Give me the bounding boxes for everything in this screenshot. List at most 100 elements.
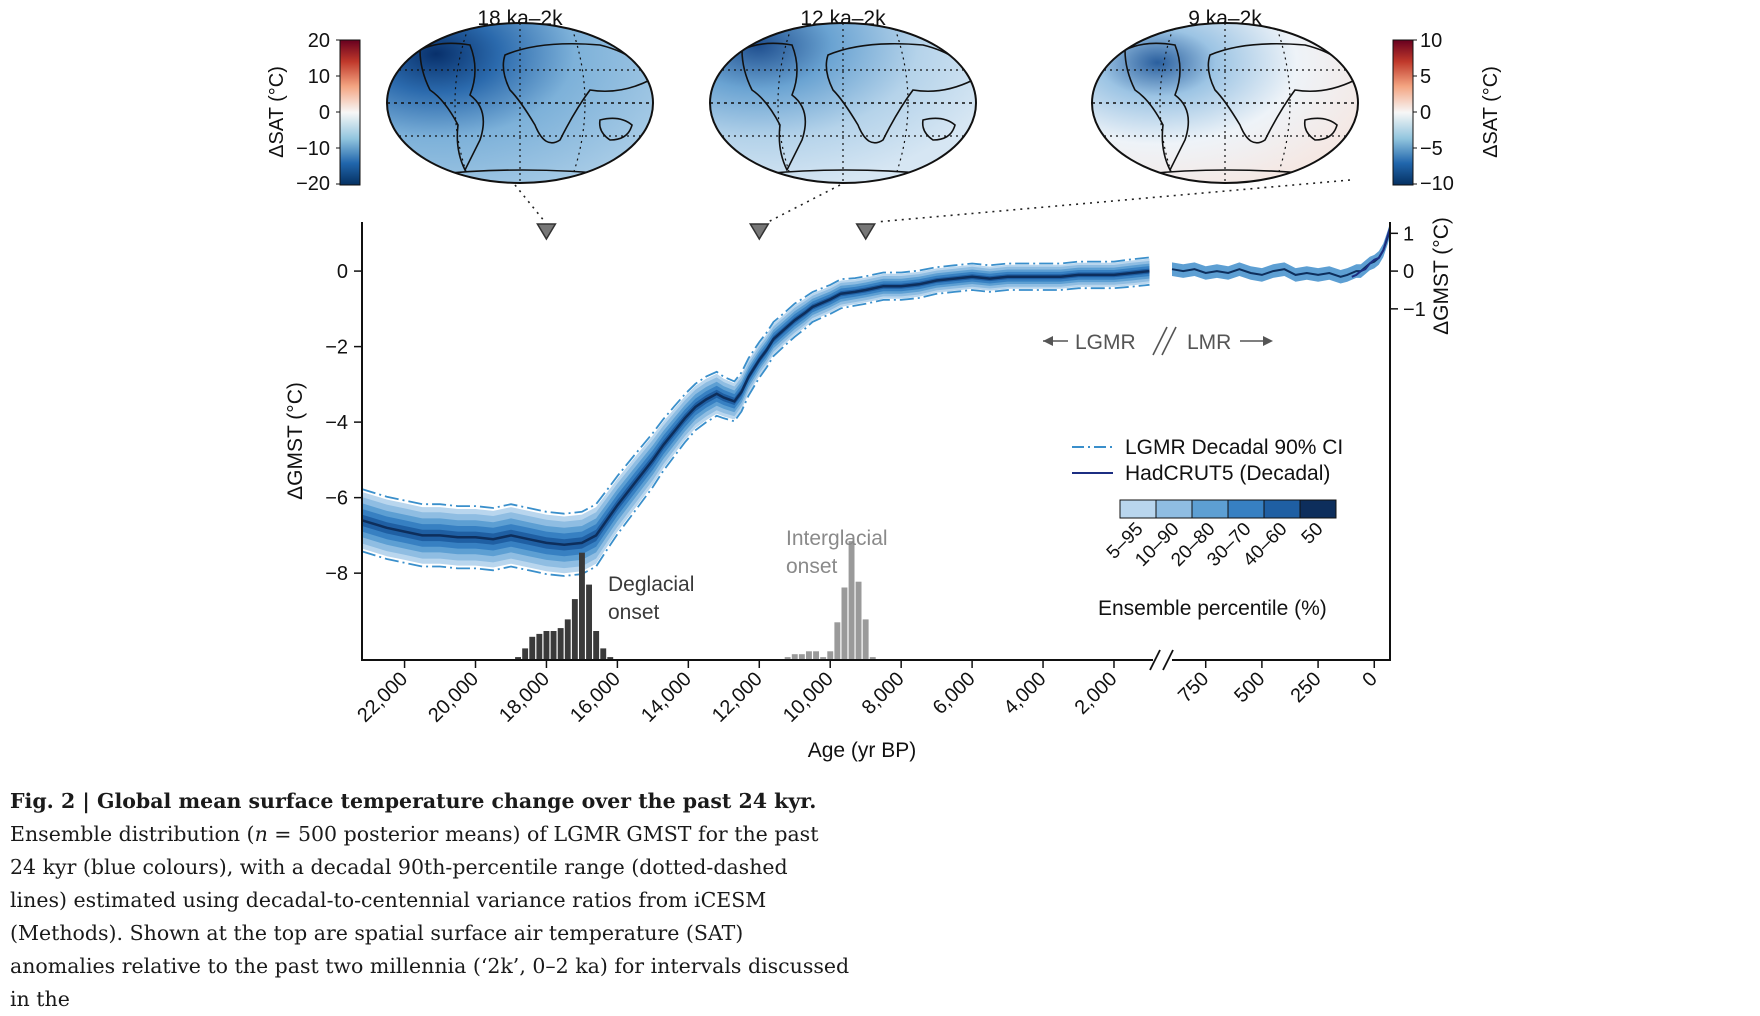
colorbar-left-swatch xyxy=(339,39,361,186)
lmr-series xyxy=(1171,222,1391,284)
x-tick-label: 4,000 xyxy=(1000,668,1051,719)
percentile-swatch xyxy=(1191,499,1229,519)
map-panel-18ka: 18 ka–2k xyxy=(386,7,654,184)
coastline-australia xyxy=(598,117,633,141)
coastline-americas xyxy=(419,42,485,172)
histogram-bar xyxy=(820,657,827,660)
time-marker-triangle xyxy=(536,223,557,241)
x-tick-label: 6,000 xyxy=(929,668,980,719)
y-tick-label: −8 xyxy=(325,563,348,585)
ci-line xyxy=(361,256,1150,515)
lgmr-lmr-divider: LGMR LMR xyxy=(1043,326,1273,356)
lgmr-label: LGMR xyxy=(1075,331,1136,354)
right-y-axis-label: ΔGMST (°C) xyxy=(1430,217,1453,335)
x-tick-label: 18,000 xyxy=(495,668,554,727)
cb-left-tick: 0 xyxy=(319,102,330,124)
histogram-bar xyxy=(862,619,869,660)
plot-axes-frame xyxy=(361,222,1391,661)
onset-histograms xyxy=(515,541,876,660)
percentile-swatch xyxy=(1119,499,1157,519)
percentile-band xyxy=(362,266,1150,557)
histogram-bar xyxy=(522,648,529,660)
histogram-bar xyxy=(593,631,600,660)
x-tick-label: 750 xyxy=(1174,668,1213,707)
deglacial-onset-label-2: onset xyxy=(608,601,660,624)
time-marker-triangle xyxy=(855,223,877,241)
histogram-bar xyxy=(791,654,798,660)
histogram-bar xyxy=(600,648,607,660)
percentile-title: Ensemble percentile (%) xyxy=(1098,597,1327,620)
legend-ci-label: LGMR Decadal 90% CI xyxy=(1125,436,1343,459)
right-y-tick-label: 0 xyxy=(1403,261,1414,283)
histogram-bar xyxy=(869,657,876,660)
right-y-tick-label: −1 xyxy=(1403,299,1426,321)
legend: LGMR Decadal 90% CI HadCRUT5 (Decadal) 5… xyxy=(1072,436,1343,620)
right-y-tick-label: 1 xyxy=(1403,223,1414,245)
x-tick-label: 500 xyxy=(1230,668,1269,707)
deglacial-onset-label: Deglacial xyxy=(608,573,694,596)
y-tick-label: −2 xyxy=(325,337,348,359)
x-tick-label: 12,000 xyxy=(708,668,767,727)
x-tick-label: 14,000 xyxy=(637,668,696,727)
map-time-markers xyxy=(536,223,877,241)
percentile-swatch xyxy=(1227,499,1265,519)
y-tick-label: −6 xyxy=(325,488,348,510)
interglacial-onset-label-2: onset xyxy=(786,555,838,578)
percentile-label: 50 xyxy=(1298,519,1328,549)
histogram-bar xyxy=(841,587,848,660)
percentile-swatch xyxy=(1155,499,1193,519)
y-axis-label: ΔGMST (°C) xyxy=(284,382,307,500)
x-axis-ticks: 22,000 20,000 18,000 16,000 14,000 12,000 10,0… xyxy=(353,660,1382,727)
histogram-bar xyxy=(806,651,812,660)
cb-left-tick: 10 xyxy=(308,66,330,88)
histogram-bar xyxy=(798,654,805,660)
colorbar-right: 10 5 0 −5 −10 ΔSAT (°C) xyxy=(1392,30,1502,195)
x-tick-label: 22,000 xyxy=(353,668,412,727)
lmr-label: LMR xyxy=(1187,331,1231,354)
ensemble-bands xyxy=(361,256,1150,577)
histogram-bar xyxy=(848,541,855,660)
interglacial-onset-label: Interglacial xyxy=(786,527,888,550)
coastline-africa-eurasia xyxy=(502,43,652,144)
caption-left-text: Ensemble distribution (n = 500 posterior… xyxy=(10,822,850,1011)
histogram-bar xyxy=(855,581,862,660)
histogram-bar xyxy=(571,599,578,660)
x-tick-label: 0 xyxy=(1358,668,1381,691)
x-tick-label: 20,000 xyxy=(424,668,483,727)
median-line xyxy=(361,269,1150,547)
histogram-bar xyxy=(515,657,521,660)
histogram-bar xyxy=(536,633,543,660)
cb-left-label: ΔSAT (°C) xyxy=(266,66,288,158)
legend-hadcrut-label: HadCRUT5 (Decadal) xyxy=(1125,462,1330,485)
x-tick-label: 16,000 xyxy=(566,668,625,727)
y-tick-label: −4 xyxy=(325,412,348,434)
histogram-bar xyxy=(827,651,834,660)
histogram-bar xyxy=(813,651,819,660)
hadcrut-line xyxy=(1351,227,1391,278)
caption-heading: Fig. 2 | Global mean surface temperature… xyxy=(10,789,817,813)
histogram-bar xyxy=(543,631,550,660)
x-axis-label: Age (yr BP) xyxy=(808,739,917,762)
percentile-swatch xyxy=(1299,499,1337,519)
colorbar-right-swatch xyxy=(1392,39,1414,186)
histogram-bar xyxy=(607,657,614,660)
histogram-bar xyxy=(529,636,536,660)
percentile-swatch xyxy=(1263,499,1301,519)
histogram-bar xyxy=(784,657,791,660)
caption-left: Fig. 2 | Global mean surface temperature… xyxy=(10,785,850,1016)
cb-right-tick: 0 xyxy=(1420,102,1431,124)
histogram-bar xyxy=(834,622,841,660)
map-connectors xyxy=(514,179,1351,223)
ci-line xyxy=(361,283,1150,577)
map-panel-9ka: 9 ka–2k xyxy=(1091,7,1359,184)
histogram-bar xyxy=(550,631,557,660)
y-axis-ticks: 0 −2 −4 −6 −8 1 0 −1 xyxy=(325,223,1426,585)
cb-right-tick: 5 xyxy=(1420,66,1431,88)
map-panel-12ka: 12 ka–2k xyxy=(709,7,977,184)
cb-left-tick: −10 xyxy=(296,138,330,160)
lmr-band xyxy=(1172,222,1390,284)
x-tick-label: 8,000 xyxy=(858,668,909,719)
cb-right-tick: −10 xyxy=(1420,173,1454,195)
cb-right-label: ΔSAT (°C) xyxy=(1480,66,1502,158)
cb-left-tick: −20 xyxy=(296,173,330,195)
